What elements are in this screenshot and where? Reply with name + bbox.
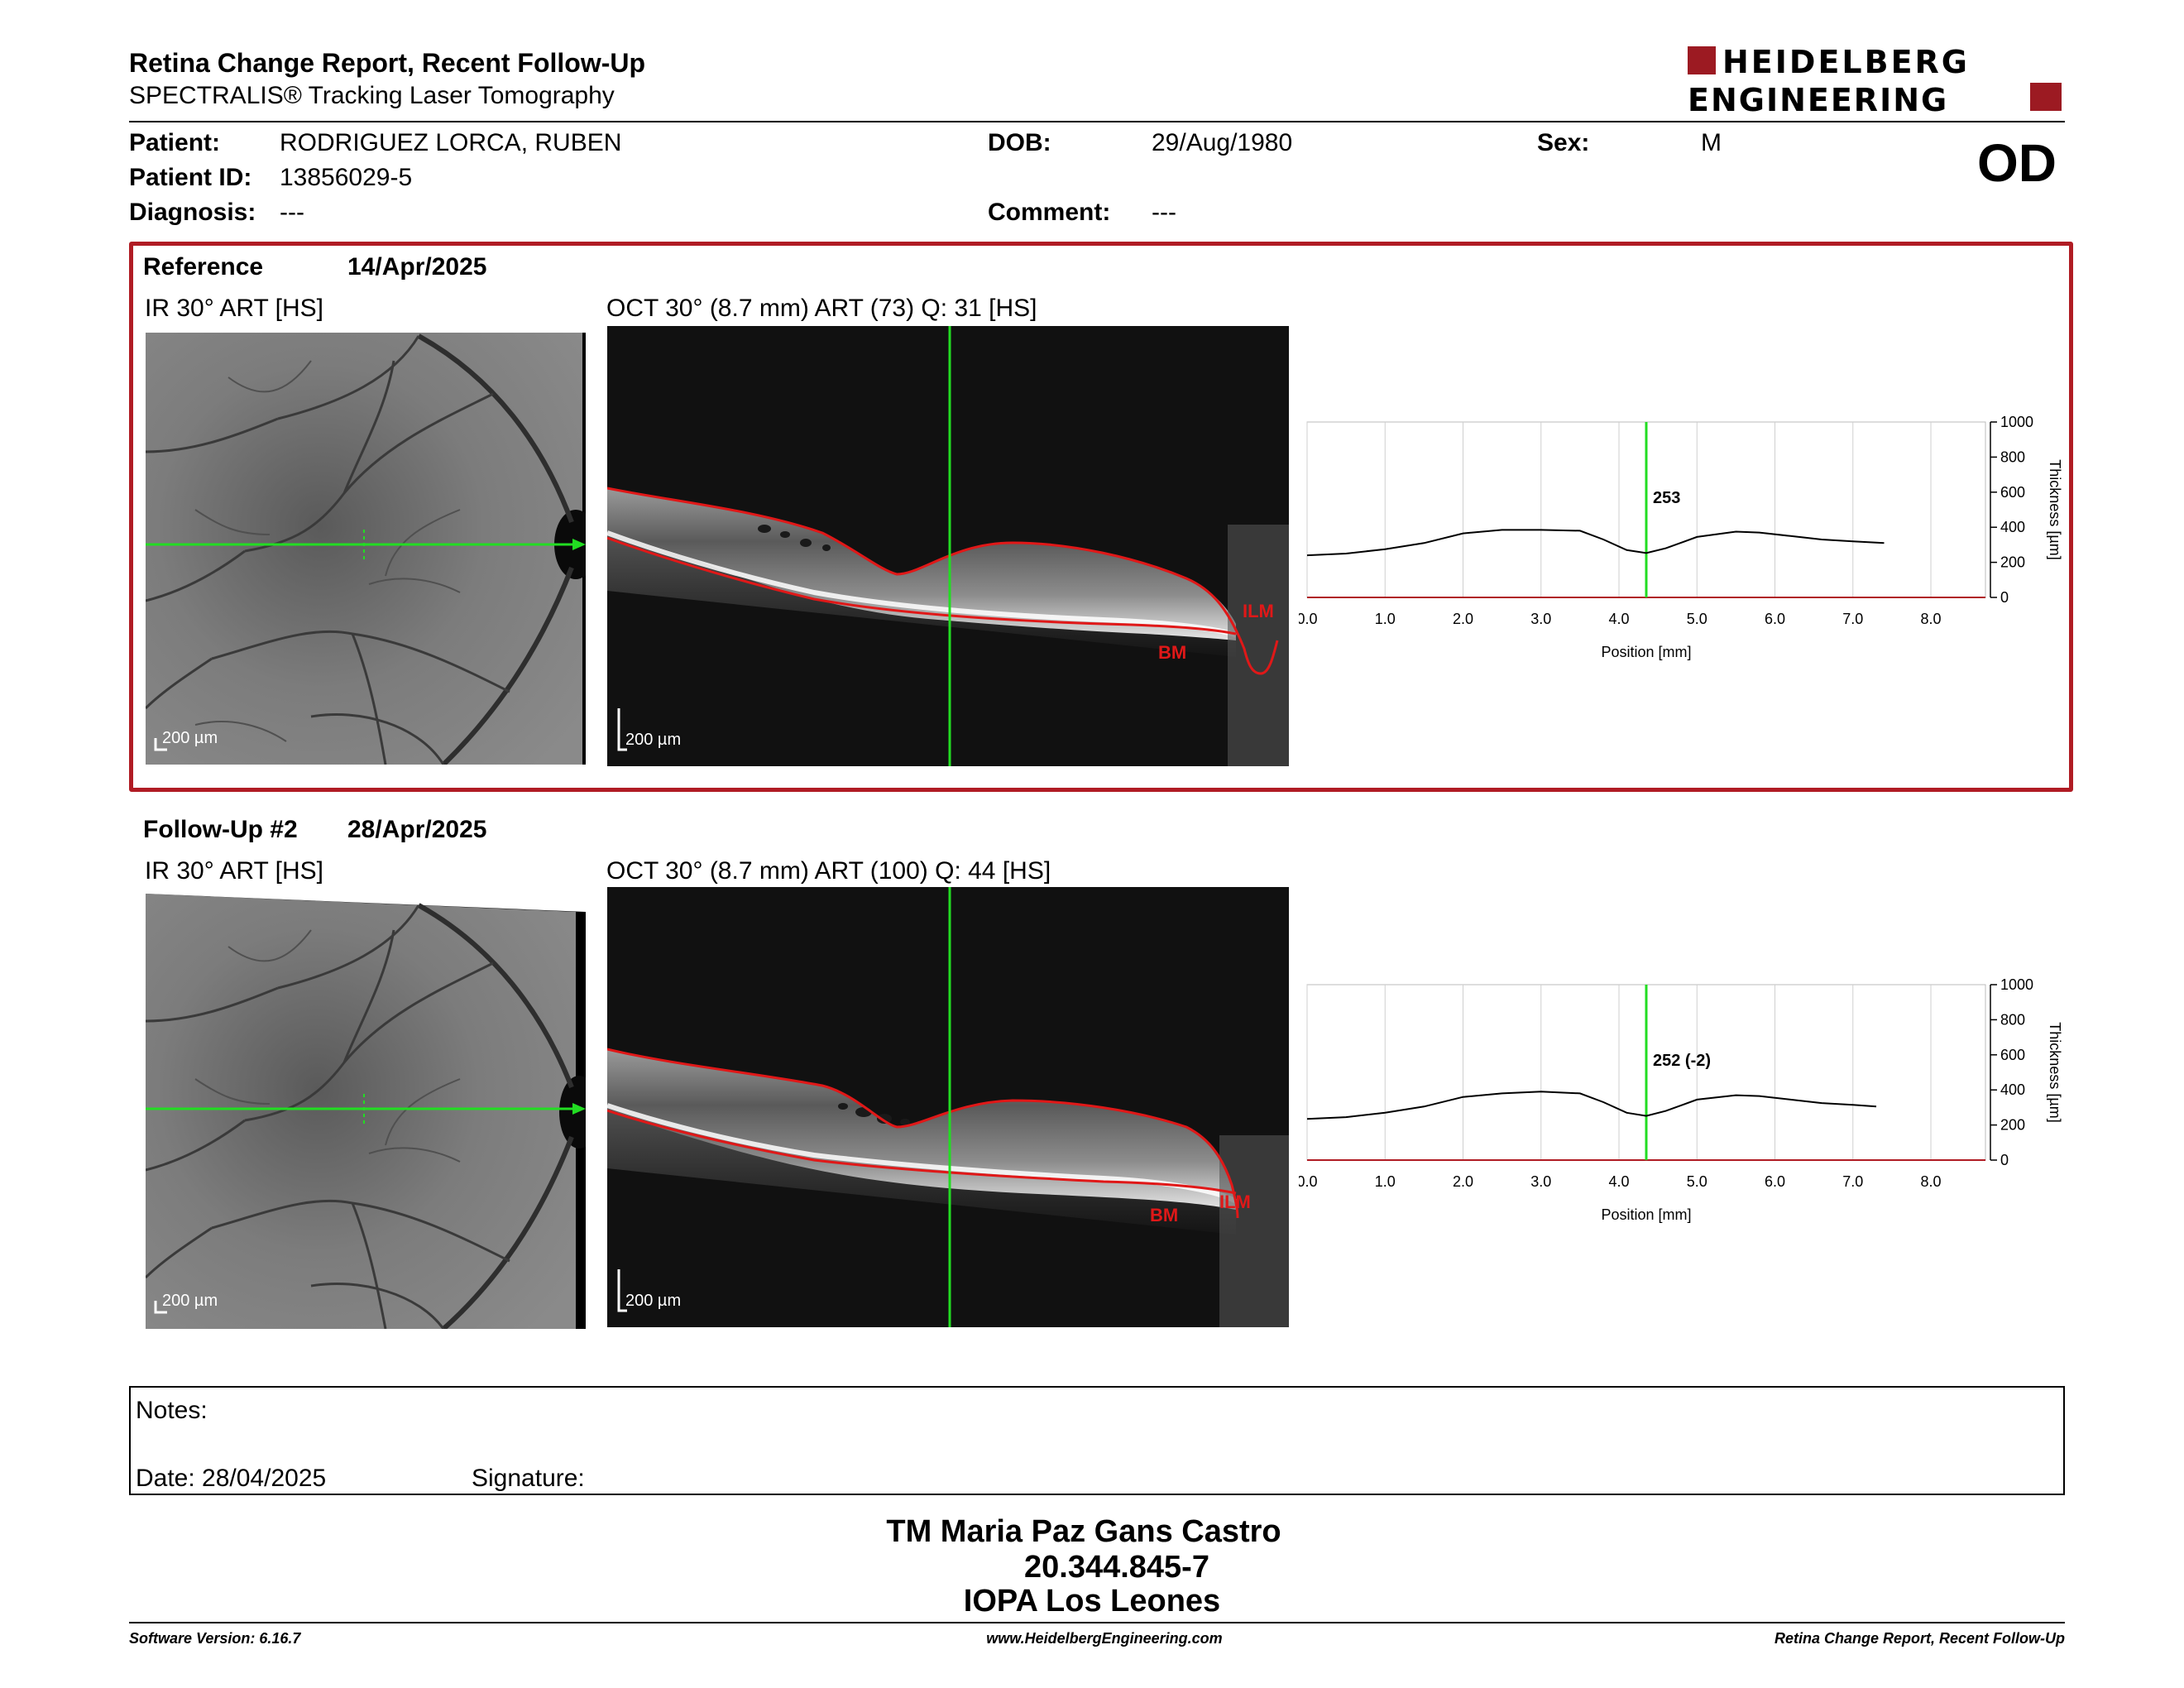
reference-oct-image: ILM BM 200 µm [607, 326, 1289, 766]
reference-ir-scale: 200 µm [162, 729, 218, 747]
x-tick-label: 2.0 [1453, 611, 1473, 627]
followup-bm-label: BM [1150, 1205, 1178, 1225]
reference-thickness-chart: 0.0 1.0 2.0 3.0 4.0 5.0 6.0 7.0 8.0 0 200 400 600 800… [1296, 414, 2076, 679]
sex-label: Sex: [1537, 129, 1590, 156]
followup-label: Follow-Up #2 [143, 816, 298, 843]
signature-org: IOPA Los Leones [963, 1584, 1221, 1618]
signature-name: TM Maria Paz Gans Castro [886, 1514, 1281, 1549]
diagnosis-label: Diagnosis: [129, 199, 256, 226]
y-tick-label: 600 [2000, 484, 2025, 501]
sex-value: M [1701, 129, 1722, 156]
patient-label: Patient: [129, 129, 221, 156]
x-tick-label: 0.0 [1299, 1173, 1318, 1190]
signature-id: 20.344.845-7 [1024, 1550, 1209, 1585]
followup-oct-image: ILM BM 200 µm [607, 887, 1289, 1327]
footer-rule [129, 1622, 2065, 1623]
notes-signature-label: Signature: [472, 1465, 585, 1492]
reference-oct-caption: OCT 30° (8.7 mm) ART (73) Q: 31 [HS] [606, 295, 1037, 322]
followup-ir-image: 200 µm [146, 889, 586, 1329]
x-tick-label: 5.0 [1687, 1173, 1707, 1190]
reference-date: 14/Apr/2025 [347, 253, 487, 281]
x-tick-label: 0.0 [1299, 611, 1318, 627]
x-tick-label: 4.0 [1608, 611, 1629, 627]
x-tick-label: 3.0 [1530, 1173, 1551, 1190]
followup-ilm-label: ILM [1219, 1192, 1251, 1212]
report-subtitle: SPECTRALIS® Tracking Laser Tomography [129, 82, 615, 109]
followup-ir-scale: 200 µm [162, 1292, 218, 1310]
dob-label: DOB: [988, 129, 1051, 156]
comment-value: --- [1152, 199, 1176, 226]
thickness-series-line [1306, 1091, 1877, 1120]
diagnosis-value: --- [280, 199, 304, 226]
y-tick-label: 0 [2000, 1152, 2009, 1168]
x-tick-label: 7.0 [1842, 1173, 1863, 1190]
y-tick-label: 1000 [2000, 414, 2033, 430]
reference-label: Reference [143, 253, 264, 281]
followup-oct-caption: OCT 30° (8.7 mm) ART (100) Q: 44 [HS] [606, 857, 1051, 885]
eye-indicator: OD [1977, 133, 2057, 193]
marker-value-label: 253 [1653, 489, 1680, 507]
followup-oct-scale: 200 µm [625, 1292, 681, 1310]
y-tick-label: 200 [2000, 554, 2025, 571]
y-tick-label: 1000 [2000, 976, 2033, 993]
patient-id: 13856029-5 [280, 164, 413, 191]
thickness-series-line [1306, 529, 1885, 557]
notes-box [129, 1386, 2065, 1495]
x-tick-label: 2.0 [1453, 1173, 1473, 1190]
marker-value-label: 252 (-2) [1653, 1052, 1711, 1070]
y-axis-label: Thickness [µm] [2047, 1022, 2063, 1122]
y-tick-label: 200 [2000, 1117, 2025, 1134]
reference-ir-caption: IR 30° ART [HS] [145, 295, 323, 322]
reference-ilm-label: ILM [1243, 601, 1274, 621]
logo-text-2: ENGINEERING [1688, 82, 1948, 116]
x-tick-label: 6.0 [1765, 1173, 1785, 1190]
x-tick-label: 1.0 [1375, 611, 1396, 627]
y-axis-label: Thickness [µm] [2047, 459, 2063, 559]
footer-website: www.HeidelbergEngineering.com [986, 1630, 1223, 1647]
followup-date: 28/Apr/2025 [347, 816, 487, 843]
reference-box [129, 242, 2073, 792]
x-tick-label: 7.0 [1842, 611, 1863, 627]
header-rule [129, 121, 2065, 122]
y-tick-label: 800 [2000, 1011, 2025, 1028]
x-tick-label: 4.0 [1608, 1173, 1629, 1190]
x-axis-label: Position [mm] [1601, 1206, 1691, 1223]
x-tick-label: 6.0 [1765, 611, 1785, 627]
y-tick-label: 800 [2000, 448, 2025, 465]
patient-id-label: Patient ID: [129, 164, 252, 191]
y-tick-label: 0 [2000, 589, 2009, 606]
y-tick-label: 600 [2000, 1047, 2025, 1063]
report-title: Retina Change Report, Recent Follow-Up [129, 48, 646, 78]
footer-report-name: Retina Change Report, Recent Follow-Up [1774, 1630, 2065, 1647]
followup-thickness-chart: 0.0 1.0 2.0 3.0 4.0 5.0 6.0 7.0 8.0 0 200 400 600 800… [1296, 976, 2076, 1241]
followup-ir-caption: IR 30° ART [HS] [145, 857, 323, 885]
x-axis-label: Position [mm] [1601, 644, 1691, 660]
patient-name: RODRIGUEZ LORCA, RUBEN [280, 129, 622, 156]
comment-label: Comment: [988, 199, 1111, 226]
x-tick-label: 8.0 [1921, 611, 1942, 627]
dob-value: 29/Aug/1980 [1152, 129, 1293, 156]
notes-date: Date: 28/04/2025 [136, 1465, 327, 1492]
logo-text-1: HEIDELBERG [1722, 45, 1970, 80]
notes-label: Notes: [136, 1397, 208, 1424]
reference-ir-image: 200 µm [146, 328, 586, 765]
x-tick-label: 3.0 [1530, 611, 1551, 627]
heidelberg-logo: HEIDELBERG ENGINEERING [1688, 44, 2065, 118]
x-tick-label: 8.0 [1921, 1173, 1942, 1190]
reference-bm-label: BM [1158, 642, 1186, 663]
footer-software-version: Software Version: 6.16.7 [129, 1630, 301, 1647]
x-tick-label: 5.0 [1687, 611, 1707, 627]
y-tick-label: 400 [2000, 519, 2025, 535]
x-tick-label: 1.0 [1375, 1173, 1396, 1190]
y-tick-label: 400 [2000, 1081, 2025, 1098]
reference-oct-scale: 200 µm [625, 731, 681, 749]
